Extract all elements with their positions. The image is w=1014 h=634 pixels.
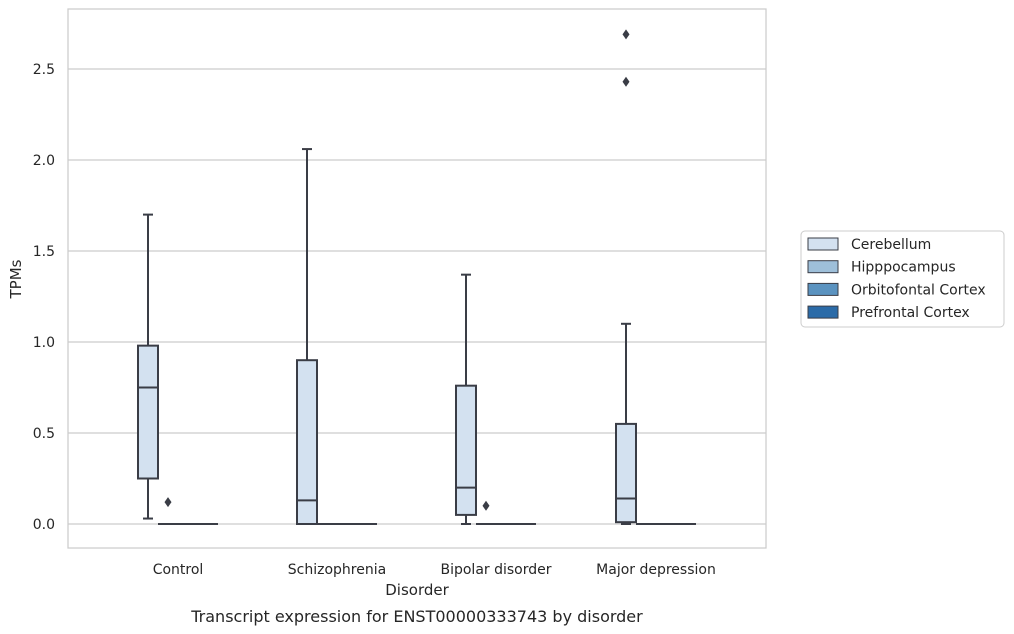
x-tick-label: Control — [153, 562, 204, 578]
outlier-point — [622, 29, 630, 40]
legend-label: Prefrontal Cortex — [851, 305, 970, 321]
legend-frame — [800, 230, 1005, 328]
legend-swatch — [807, 237, 839, 251]
legend-label: Cerebellum — [851, 237, 931, 253]
outlier-point — [482, 500, 490, 511]
legend-swatch — [807, 305, 839, 319]
x-tick-label: Major depression — [596, 562, 716, 578]
box-hipppocampus — [158, 497, 178, 525]
x-tick-label: Bipolar disorder — [440, 562, 551, 578]
box-cerebellum — [615, 29, 637, 525]
legend-label: Hipppocampus — [851, 260, 956, 276]
box-cerebellum — [137, 213, 159, 520]
y-tick-label: 2.0 — [33, 153, 55, 169]
x-axis-ticks: Control Schizophrenia Bipolar disorder Majo… — [153, 562, 716, 578]
legend-label: Orbitofontal Cortex — [851, 282, 986, 298]
y-tick-label: 2.5 — [33, 62, 55, 78]
y-tick-label: 1.5 — [33, 244, 55, 260]
legend-swatch — [807, 282, 839, 296]
chart-caption: Transcript expression for ENST0000033374… — [190, 607, 643, 626]
box-body — [137, 344, 159, 480]
box-hipppocampus — [476, 500, 496, 525]
outlier-point — [164, 497, 172, 508]
legend-swatch — [807, 260, 839, 274]
box-body — [455, 384, 477, 516]
y-tick-label: 0.5 — [33, 426, 55, 442]
legend: Cerebellum Hipppocampus Orbitofontal Corte… — [800, 230, 1005, 328]
box-body — [296, 359, 318, 526]
gridlines — [68, 68, 766, 525]
outlier-point — [622, 76, 630, 87]
box-cerebellum — [296, 148, 318, 526]
y-axis-title: TPMs — [7, 259, 25, 299]
x-axis-title: Disorder — [385, 581, 449, 599]
y-tick-label: 1.0 — [33, 335, 55, 351]
box-body — [615, 422, 637, 524]
box-cerebellum — [455, 273, 477, 525]
y-tick-label: 0.0 — [33, 517, 55, 533]
box-layer — [137, 29, 696, 526]
legend-items: Cerebellum Hipppocampus Orbitofontal Corte… — [807, 237, 986, 321]
plot-area-frame — [67, 8, 767, 549]
y-axis-ticks: 0.0 0.5 1.0 1.5 2.0 2.5 — [33, 62, 55, 533]
x-tick-label: Schizophrenia — [288, 562, 386, 578]
